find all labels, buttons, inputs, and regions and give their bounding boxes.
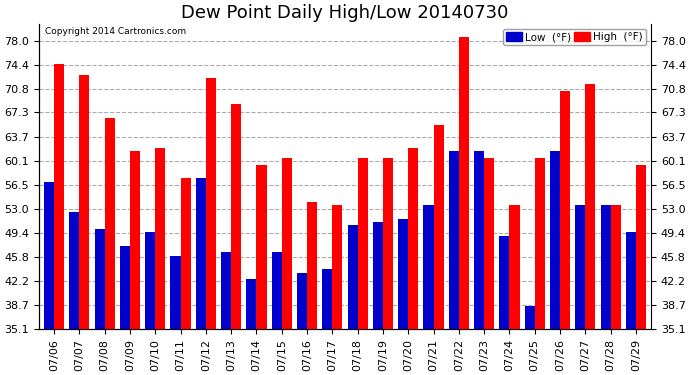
Bar [206,78,216,329]
Bar [181,178,190,329]
Bar [474,152,484,329]
Bar [398,219,408,329]
Bar [357,158,368,329]
Bar [272,252,282,329]
Bar [535,158,545,329]
Bar [221,252,231,329]
Bar [383,158,393,329]
Bar [231,104,241,329]
Bar [145,232,155,329]
Bar [69,212,79,329]
Bar [585,84,595,329]
Bar [348,225,357,329]
Bar [611,205,621,329]
Bar [448,152,459,329]
Bar [246,279,257,329]
Title: Dew Point Daily High/Low 20140730: Dew Point Daily High/Low 20140730 [181,4,509,22]
Bar [408,148,418,329]
Legend: Low  (°F), High  (°F): Low (°F), High (°F) [503,29,646,45]
Bar [424,205,433,329]
Bar [322,269,333,329]
Bar [509,205,520,329]
Bar [575,205,585,329]
Bar [95,229,105,329]
Bar [600,205,611,329]
Bar [282,158,292,329]
Bar [524,306,535,329]
Bar [257,165,266,329]
Bar [196,178,206,329]
Text: Copyright 2014 Cartronics.com: Copyright 2014 Cartronics.com [45,27,186,36]
Bar [297,273,307,329]
Bar [44,182,54,329]
Bar [636,165,646,329]
Bar [500,236,509,329]
Bar [459,37,469,329]
Bar [155,148,166,329]
Bar [54,64,64,329]
Bar [373,222,383,329]
Bar [626,232,636,329]
Bar [560,91,570,329]
Bar [333,205,342,329]
Bar [130,152,140,329]
Bar [120,246,130,329]
Bar [307,202,317,329]
Bar [433,124,444,329]
Bar [484,158,494,329]
Bar [79,75,90,329]
Bar [550,152,560,329]
Bar [170,256,181,329]
Bar [105,118,115,329]
